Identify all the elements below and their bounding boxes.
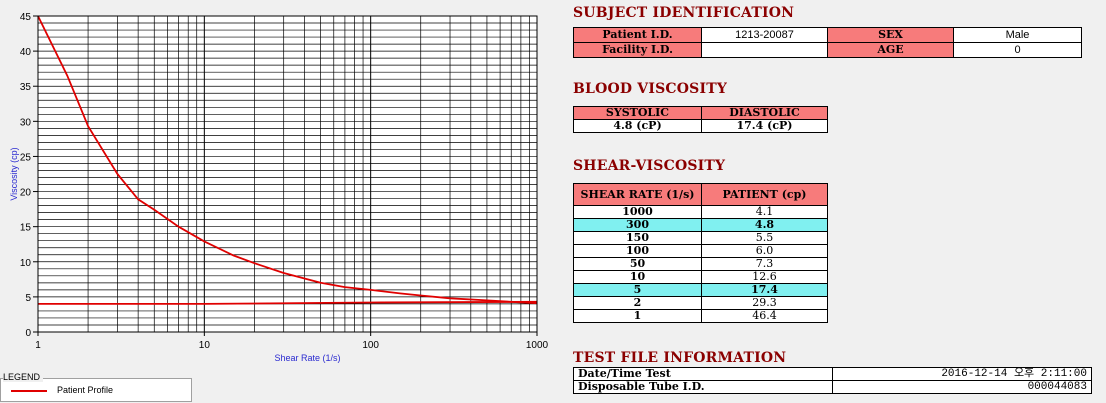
legend-label-patient-profile: Patient Profile	[57, 385, 114, 395]
blood-viscosity-title: BLOOD VISCOSITY	[573, 81, 728, 97]
table-row: 1000 4.1	[573, 205, 828, 219]
x-tick-label: 10	[199, 340, 211, 351]
subject-table: Patient I.D. 1213-20087 SEX Male Facilit…	[573, 27, 1082, 58]
shear-rate-cell: 1000	[573, 205, 702, 219]
date-time-label: Date/Time Test	[573, 367, 833, 381]
table-row: 4.8 (cP) 17.4 (cP)	[573, 119, 828, 133]
table-row: Facility I.D. AGE 0	[573, 42, 1082, 58]
y-tick-label: 0	[25, 328, 31, 339]
patient-value-cell: 4.1	[701, 205, 828, 219]
diastolic-value: 17.4 (cP)	[701, 119, 828, 133]
x-tick-label: 1000	[526, 340, 549, 351]
shear-rate-cell: 50	[573, 257, 702, 271]
table-row: 50 7.3	[573, 257, 828, 271]
table-row: 100 6.0	[573, 244, 828, 258]
shear-rate-cell: 150	[573, 231, 702, 245]
table-header-row: SHEAR RATE (1/s) PATIENT (cp)	[573, 183, 828, 206]
table-row: 1 46.4	[573, 309, 828, 323]
facility-id-label: Facility I.D.	[573, 42, 702, 58]
table-row: 300 4.8	[573, 218, 828, 232]
viscosity-chart: 0 5 10 15 20 25 30 35 40 45 1 10 100 1000 Shear Rate (…	[0, 0, 562, 370]
patient-id-value: 1213-20087	[701, 27, 828, 43]
facility-id-value	[701, 42, 828, 58]
table-row: 2 29.3	[573, 296, 828, 310]
systolic-label: SYSTOLIC	[573, 106, 702, 120]
shear-rate-cell: 10	[573, 270, 702, 284]
patient-value-cell: 17.4	[701, 283, 828, 297]
legend: Patient Profile LEGEND	[0, 372, 192, 402]
y-tick-label: 30	[20, 117, 32, 128]
legend-line-swatch	[11, 390, 47, 392]
systolic-value: 4.8 (cP)	[573, 119, 702, 133]
y-tick-label: 10	[20, 258, 32, 269]
shear-rate-cell: 2	[573, 296, 702, 310]
table-row: Date/Time Test 2016-12-14 오후 2:11:00	[573, 367, 1092, 381]
shear-rate-header: SHEAR RATE (1/s)	[573, 183, 702, 206]
age-value: 0	[953, 42, 1082, 58]
shear-rate-cell: 100	[573, 244, 702, 258]
x-tick-label: 100	[362, 340, 379, 351]
patient-value-cell: 12.6	[701, 270, 828, 284]
table-row: 10 12.6	[573, 270, 828, 284]
y-axis-title: Viscosity (cp)	[9, 147, 19, 200]
x-axis-title: Shear Rate (1/s)	[274, 353, 340, 363]
subject-identification-title: SUBJECT IDENTIFICATION	[573, 5, 795, 21]
table-row: 5 17.4	[573, 283, 828, 297]
test-file-information-title: TEST FILE INFORMATION	[573, 350, 787, 366]
blood-viscosity-table: SYSTOLIC DIASTOLIC 4.8 (cP) 17.4 (cP)	[573, 106, 828, 133]
diastolic-label: DIASTOLIC	[701, 106, 828, 120]
shear-rate-cell: 300	[573, 218, 702, 232]
y-tick-label: 25	[20, 152, 32, 163]
table-row: Disposable Tube I.D. 000044083	[573, 380, 1092, 394]
shear-rate-cell: 1	[573, 309, 702, 323]
date-time-value: 2016-12-14 오후 2:11:00	[832, 367, 1092, 381]
patient-value-cell: 5.5	[701, 231, 828, 245]
chart-svg: 0 5 10 15 20 25 30 35 40 45 1 10 100 1000 Shear Rate (…	[9, 12, 549, 363]
disposable-tube-value: 000044083	[832, 380, 1092, 394]
series-line-1	[38, 300, 538, 305]
patient-value-cell: 4.8	[701, 218, 828, 232]
y-tick-label: 15	[20, 223, 32, 234]
y-tick-label: 5	[25, 293, 31, 304]
plot-area	[37, 15, 538, 333]
legend-box: Patient Profile	[0, 378, 192, 402]
x-tick-label: 1	[35, 340, 41, 351]
table-row: 150 5.5	[573, 231, 828, 245]
age-label: AGE	[827, 42, 954, 58]
y-tick-label: 35	[20, 82, 32, 93]
patient-id-label: Patient I.D.	[573, 27, 702, 43]
shear-rate-cell: 5	[573, 283, 702, 297]
disposable-tube-label: Disposable Tube I.D.	[573, 380, 833, 394]
series-line-0	[37, 15, 538, 305]
table-row: Patient I.D. 1213-20087 SEX Male	[573, 27, 1082, 43]
patient-cp-header: PATIENT (cp)	[701, 183, 828, 206]
patient-value-cell: 46.4	[701, 309, 828, 323]
patient-value-cell: 6.0	[701, 244, 828, 258]
shear-viscosity-title: SHEAR-VISCOSITY	[573, 158, 726, 174]
y-tick-label: 45	[20, 12, 32, 23]
patient-value-cell: 7.3	[701, 257, 828, 271]
shear-viscosity-table: SHEAR RATE (1/s) PATIENT (cp) 1000 4.1 300…	[573, 183, 828, 323]
plot-border	[37, 15, 538, 333]
y-tick-label: 40	[20, 47, 32, 58]
table-row: SYSTOLIC DIASTOLIC	[573, 106, 828, 120]
legend-title: LEGEND	[3, 372, 44, 382]
y-tick-label: 20	[20, 188, 32, 199]
test-file-table: Date/Time Test 2016-12-14 오후 2:11:00 Dis…	[573, 367, 1092, 394]
patient-value-cell: 29.3	[701, 296, 828, 310]
sex-label: SEX	[827, 27, 954, 43]
shear-table-body: SHEAR RATE (1/s) PATIENT (cp) 1000 4.1 300…	[573, 183, 828, 323]
sex-value: Male	[953, 27, 1082, 43]
